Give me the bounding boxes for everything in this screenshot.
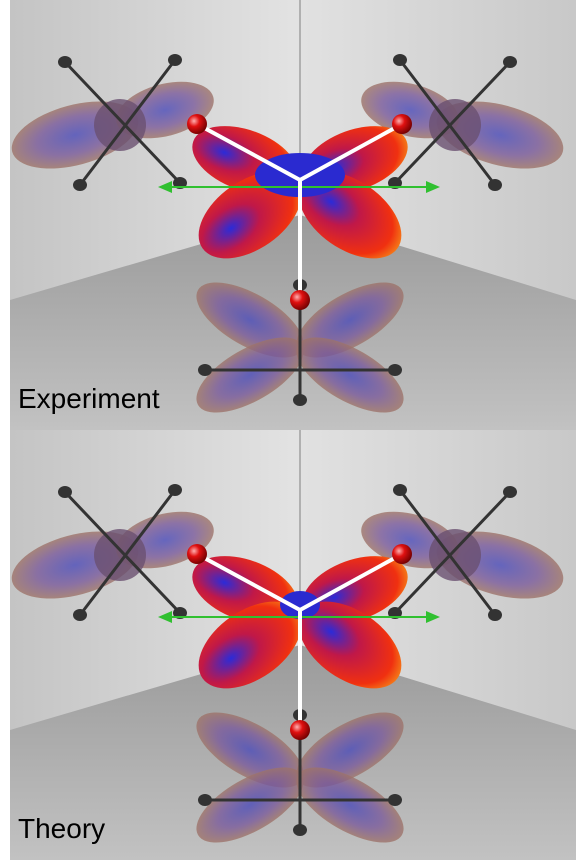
- red-sphere: [392, 544, 412, 564]
- stick-end: [58, 486, 72, 498]
- red-sphere: [187, 114, 207, 134]
- axis-stick: [78, 489, 177, 616]
- rod: [196, 552, 301, 612]
- arrow-head: [426, 611, 440, 623]
- stick-end: [58, 56, 72, 68]
- projection-lobe: [296, 767, 404, 843]
- stick-end: [388, 364, 402, 376]
- panel-label: Theory: [18, 813, 105, 844]
- lobe: [198, 601, 302, 689]
- axis-stick: [63, 60, 182, 185]
- projection-core: [429, 99, 481, 151]
- stick-end: [488, 179, 502, 191]
- red-sphere: [290, 290, 310, 310]
- stick-end: [293, 394, 307, 406]
- panel: Experiment: [10, 0, 576, 430]
- stick-end: [393, 54, 407, 66]
- axis-stick: [63, 490, 182, 615]
- axis-stick: [398, 489, 497, 616]
- rod: [196, 122, 301, 182]
- stick-end: [388, 794, 402, 806]
- stick-end: [198, 364, 212, 376]
- projection-lobe: [296, 337, 404, 413]
- stick-end: [503, 56, 517, 68]
- rod: [299, 552, 403, 612]
- axis-stick: [78, 59, 177, 186]
- stick-end: [393, 484, 407, 496]
- stick-end: [168, 484, 182, 496]
- stick-end: [198, 794, 212, 806]
- arrow-head: [158, 181, 172, 193]
- stick-end: [168, 54, 182, 66]
- axis-stick: [398, 59, 497, 186]
- rod: [299, 122, 403, 182]
- stick-end: [73, 609, 87, 621]
- stick-end: [503, 486, 517, 498]
- arrow-head: [426, 181, 440, 193]
- panel-label: Experiment: [18, 383, 160, 414]
- axis-stick: [393, 60, 512, 185]
- projection-core: [94, 99, 146, 151]
- axis-stick: [393, 490, 512, 615]
- lobe-core: [280, 591, 320, 619]
- projection-core: [429, 529, 481, 581]
- red-sphere: [392, 114, 412, 134]
- red-sphere: [290, 720, 310, 740]
- lobe: [298, 601, 402, 689]
- projection-lobe: [196, 767, 304, 843]
- stick-end: [488, 609, 502, 621]
- stick-end: [73, 179, 87, 191]
- stick-end: [293, 824, 307, 836]
- red-sphere: [187, 544, 207, 564]
- projection-core: [94, 529, 146, 581]
- panel: Theory: [10, 430, 576, 860]
- projection-lobe: [196, 337, 304, 413]
- arrow-head: [158, 611, 172, 623]
